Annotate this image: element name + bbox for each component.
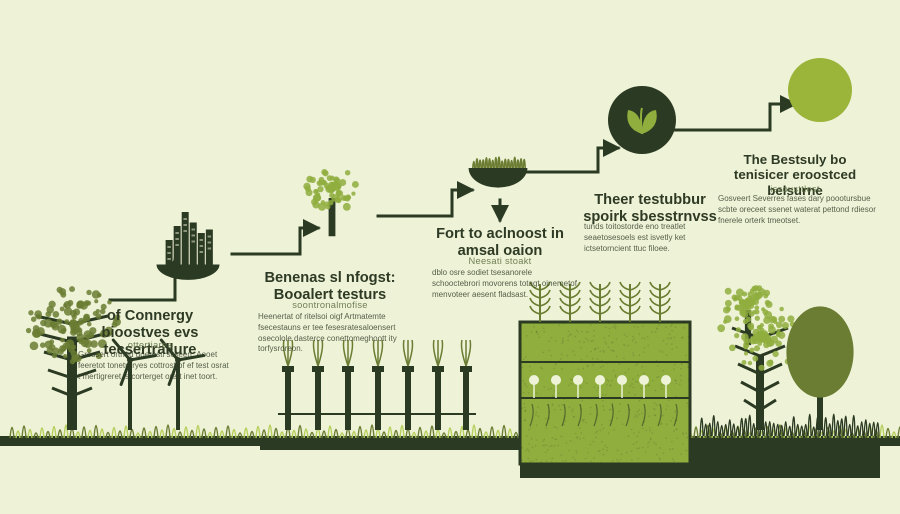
soil-block (519, 321, 691, 464)
step-2-subtitle: soontronalmofise (260, 300, 400, 310)
step-5-body: Gosveert Severres fases dary poootursbue… (718, 194, 878, 226)
plantlet-icon (590, 282, 610, 322)
grass-bowl-icon (469, 157, 528, 188)
plantlet-icon (620, 282, 640, 322)
step-1-body: Gressert ortned goeresti scseert. Aooet … (78, 350, 233, 382)
step-3-body: dblo osre sodiet tsesanorele schooctebro… (432, 268, 582, 300)
infographic-canvas: of Connergy bioostves evs tecsertrallure… (0, 0, 900, 514)
plantlet-icon (650, 282, 670, 322)
tree-icon (303, 169, 359, 236)
step-4-body: tunds toitostorde eno treatlet seaetoses… (584, 222, 729, 254)
step-2-title: Benenas sl nfogst: Booalert testurs (255, 270, 405, 304)
step-1-subtitle: ottertiares (80, 340, 220, 350)
seed-medallion-icon (608, 86, 676, 154)
step-5-subtitle: issousttlost (725, 184, 865, 194)
city-bars-icon (157, 212, 220, 280)
right-grass-clump (700, 414, 879, 436)
step-3-subtitle: Neesati stoakt (430, 256, 570, 266)
step-4-title: Theer testubbur spoirk sbesstrnvss (580, 192, 720, 226)
sun-icon (788, 58, 852, 122)
step-2-body: Heenertat of ritelsoi oigf Artmatemte fs… (258, 312, 418, 355)
step-3-title: Fort to aclnoost in amsal oaion (430, 226, 570, 260)
right-tree-b-icon (786, 306, 853, 430)
